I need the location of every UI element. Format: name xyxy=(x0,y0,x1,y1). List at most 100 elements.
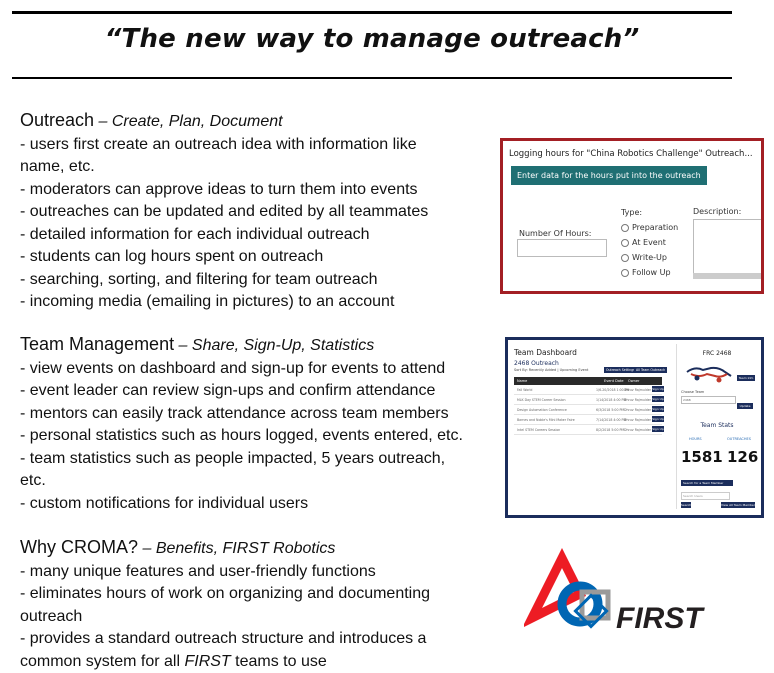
column-header: Owner xyxy=(628,379,639,383)
type-radio-follow-up[interactable]: Follow Up xyxy=(621,268,671,277)
hours-input[interactable] xyxy=(517,239,607,257)
row-name: Design Automation Conference xyxy=(517,408,567,412)
team-info-button[interactable]: Team Info xyxy=(737,375,755,381)
radio-label: At Event xyxy=(632,238,666,247)
table-row[interactable]: Design Automation Conference 6/3/2018 5:0… xyxy=(514,405,662,415)
row-owner: Dhruv Rajmulder xyxy=(624,418,651,422)
bullet-line: - searching, sorting, and filtering for … xyxy=(20,269,480,292)
outreach-settings-button[interactable]: Outreach Settings xyxy=(604,367,637,373)
heading-dash: – xyxy=(174,337,192,354)
sign-up-button[interactable]: Sign Up xyxy=(652,426,664,432)
sort-options[interactable]: Sort By: Recently Added | Upcoming Event xyxy=(514,368,588,372)
row-date: 8/2/2018 5:00 PM xyxy=(596,428,624,432)
row-name: Barnes and Noble's Mini Maker Faire xyxy=(517,418,575,422)
outreaches-stat-value: 126 xyxy=(727,448,758,466)
row-owner: Dhruv Rajmulder xyxy=(624,388,651,392)
bullet-line: - eliminates hours of work on organizing… xyxy=(20,583,490,606)
search-users-input[interactable]: Search Users xyxy=(681,492,730,500)
first-logo: FIRST xyxy=(524,546,736,636)
all-team-outreach-button[interactable]: All Team Outreach xyxy=(634,367,667,373)
hours-stat-label: HOURS xyxy=(689,437,702,441)
bullet-line: - moderators can approve ideas to turn t… xyxy=(20,179,480,202)
heading-sub: Share, Sign-Up, Statistics xyxy=(192,337,374,354)
row-date: 7/14/2018 4:00 PM xyxy=(596,418,626,422)
line-text: teams to use xyxy=(231,653,327,670)
table-header: Name Event Date Owner xyxy=(514,377,662,385)
radio-circle-icon xyxy=(621,239,629,247)
top-rule xyxy=(12,11,732,14)
choose-team-select[interactable]: 2468 xyxy=(681,396,736,404)
dashboard-title: Team Dashboard xyxy=(514,348,577,357)
team-management-section: Team Management – Share, Sign-Up, Statis… xyxy=(20,333,495,515)
sign-up-button[interactable]: Sign Up xyxy=(652,406,664,412)
bullet-line: - custom notifications for individual us… xyxy=(20,493,495,516)
bullet-line: - students can log hours spent on outrea… xyxy=(20,246,480,269)
radio-circle-icon xyxy=(621,269,629,277)
radio-circle-icon xyxy=(621,224,629,232)
radio-label: Follow Up xyxy=(632,268,671,277)
radio-label: Write-Up xyxy=(632,253,667,262)
bullet-line: - outreaches can be updated and edited b… xyxy=(20,201,480,224)
row-date: 6/3/2018 5:00 PM xyxy=(596,408,624,412)
team-sidebar: FRC 2468 Team Info Choose Team 2468 Upda… xyxy=(676,344,757,509)
sign-up-button[interactable]: Sign Up xyxy=(652,396,664,402)
outreaches-stat-label: OUTREACHES xyxy=(727,437,751,441)
bullet-line: name, etc. xyxy=(20,156,480,179)
enter-data-button[interactable]: Enter data for the hours put into the ou… xyxy=(511,166,707,185)
scrollbar[interactable] xyxy=(693,273,761,279)
type-radio-preparation[interactable]: Preparation xyxy=(621,223,678,232)
title-underline xyxy=(12,77,732,79)
heading-text: Outreach xyxy=(20,110,94,130)
search-go-button[interactable]: Search xyxy=(681,502,691,508)
type-radio-write-up[interactable]: Write-Up xyxy=(621,253,667,262)
bullet-line: common system for all FIRST teams to use xyxy=(20,651,490,673)
bullet-line: - incoming media (emailing in pictures) … xyxy=(20,291,480,314)
radio-label: Preparation xyxy=(632,223,678,232)
team-stats-title: Team Stats xyxy=(677,422,757,429)
row-owner: Dhruv Rajmulder xyxy=(624,428,651,432)
hours-stat-value: 1581 xyxy=(681,448,723,466)
description-textarea[interactable] xyxy=(693,219,763,275)
heading-dash: – xyxy=(138,540,156,557)
log-hours-screenshot: Logging hours for "China Robotics Challe… xyxy=(500,138,764,294)
bullet-line: - view events on dashboard and sign-up f… xyxy=(20,358,495,381)
bullet-line: - mentors can easily track attendance ac… xyxy=(20,403,495,426)
row-owner: Dhruv Rajmulder xyxy=(624,408,651,412)
heading-dash: – xyxy=(94,113,112,130)
sign-up-button[interactable]: Sign Up xyxy=(652,416,664,422)
section-heading: Team Management – Share, Sign-Up, Statis… xyxy=(20,333,495,358)
team-number: FRC 2468 xyxy=(677,350,757,357)
why-croma-section: Why CROMA? – Benefits, FIRST Robotics - … xyxy=(20,536,490,673)
choose-team-label: Choose Team xyxy=(681,390,704,394)
logo-wordmark: FIRST xyxy=(616,602,705,635)
bullet-line: - many unique features and user-friendly… xyxy=(20,561,490,584)
update-button[interactable]: Update xyxy=(737,403,753,409)
bullet-line: - users first create an outreach idea wi… xyxy=(20,134,480,157)
section-heading: Outreach – Create, Plan, Document xyxy=(20,109,480,134)
view-all-members-button[interactable]: View All Team Members xyxy=(721,502,755,508)
sign-up-button[interactable]: Sign Up xyxy=(652,386,664,392)
heading-sub: Create, Plan, Document xyxy=(112,113,283,130)
bullet-line: - team statistics such as people impacte… xyxy=(20,448,495,471)
heading-text: Team Management xyxy=(20,334,174,354)
robot-icon xyxy=(685,362,733,384)
table-row[interactable]: Barnes and Noble's Mini Maker Faire 7/14/… xyxy=(514,415,662,425)
bullet-line: outreach xyxy=(20,606,490,629)
type-label: Type: xyxy=(621,208,642,217)
heading-text: Why CROMA? xyxy=(20,537,138,557)
hours-label: Number Of Hours: xyxy=(519,229,591,238)
search-team-member-button[interactable]: Search for a Team Member xyxy=(681,480,733,486)
type-radio-at-event[interactable]: At Event xyxy=(621,238,666,247)
outreach-section: Outreach – Create, Plan, Document - user… xyxy=(20,109,480,314)
bullet-line: - provides a standard outreach structure… xyxy=(20,628,490,651)
row-owner: Dhruv Rajmulder xyxy=(624,398,651,402)
page-title: “The new way to manage outreach” xyxy=(12,24,732,54)
row-date: 1/14/2018 4:00 PM xyxy=(596,398,626,402)
radio-circle-icon xyxy=(621,254,629,262)
first-emphasis: FIRST xyxy=(184,653,230,670)
bullet-line: - detailed information for each individu… xyxy=(20,224,480,247)
